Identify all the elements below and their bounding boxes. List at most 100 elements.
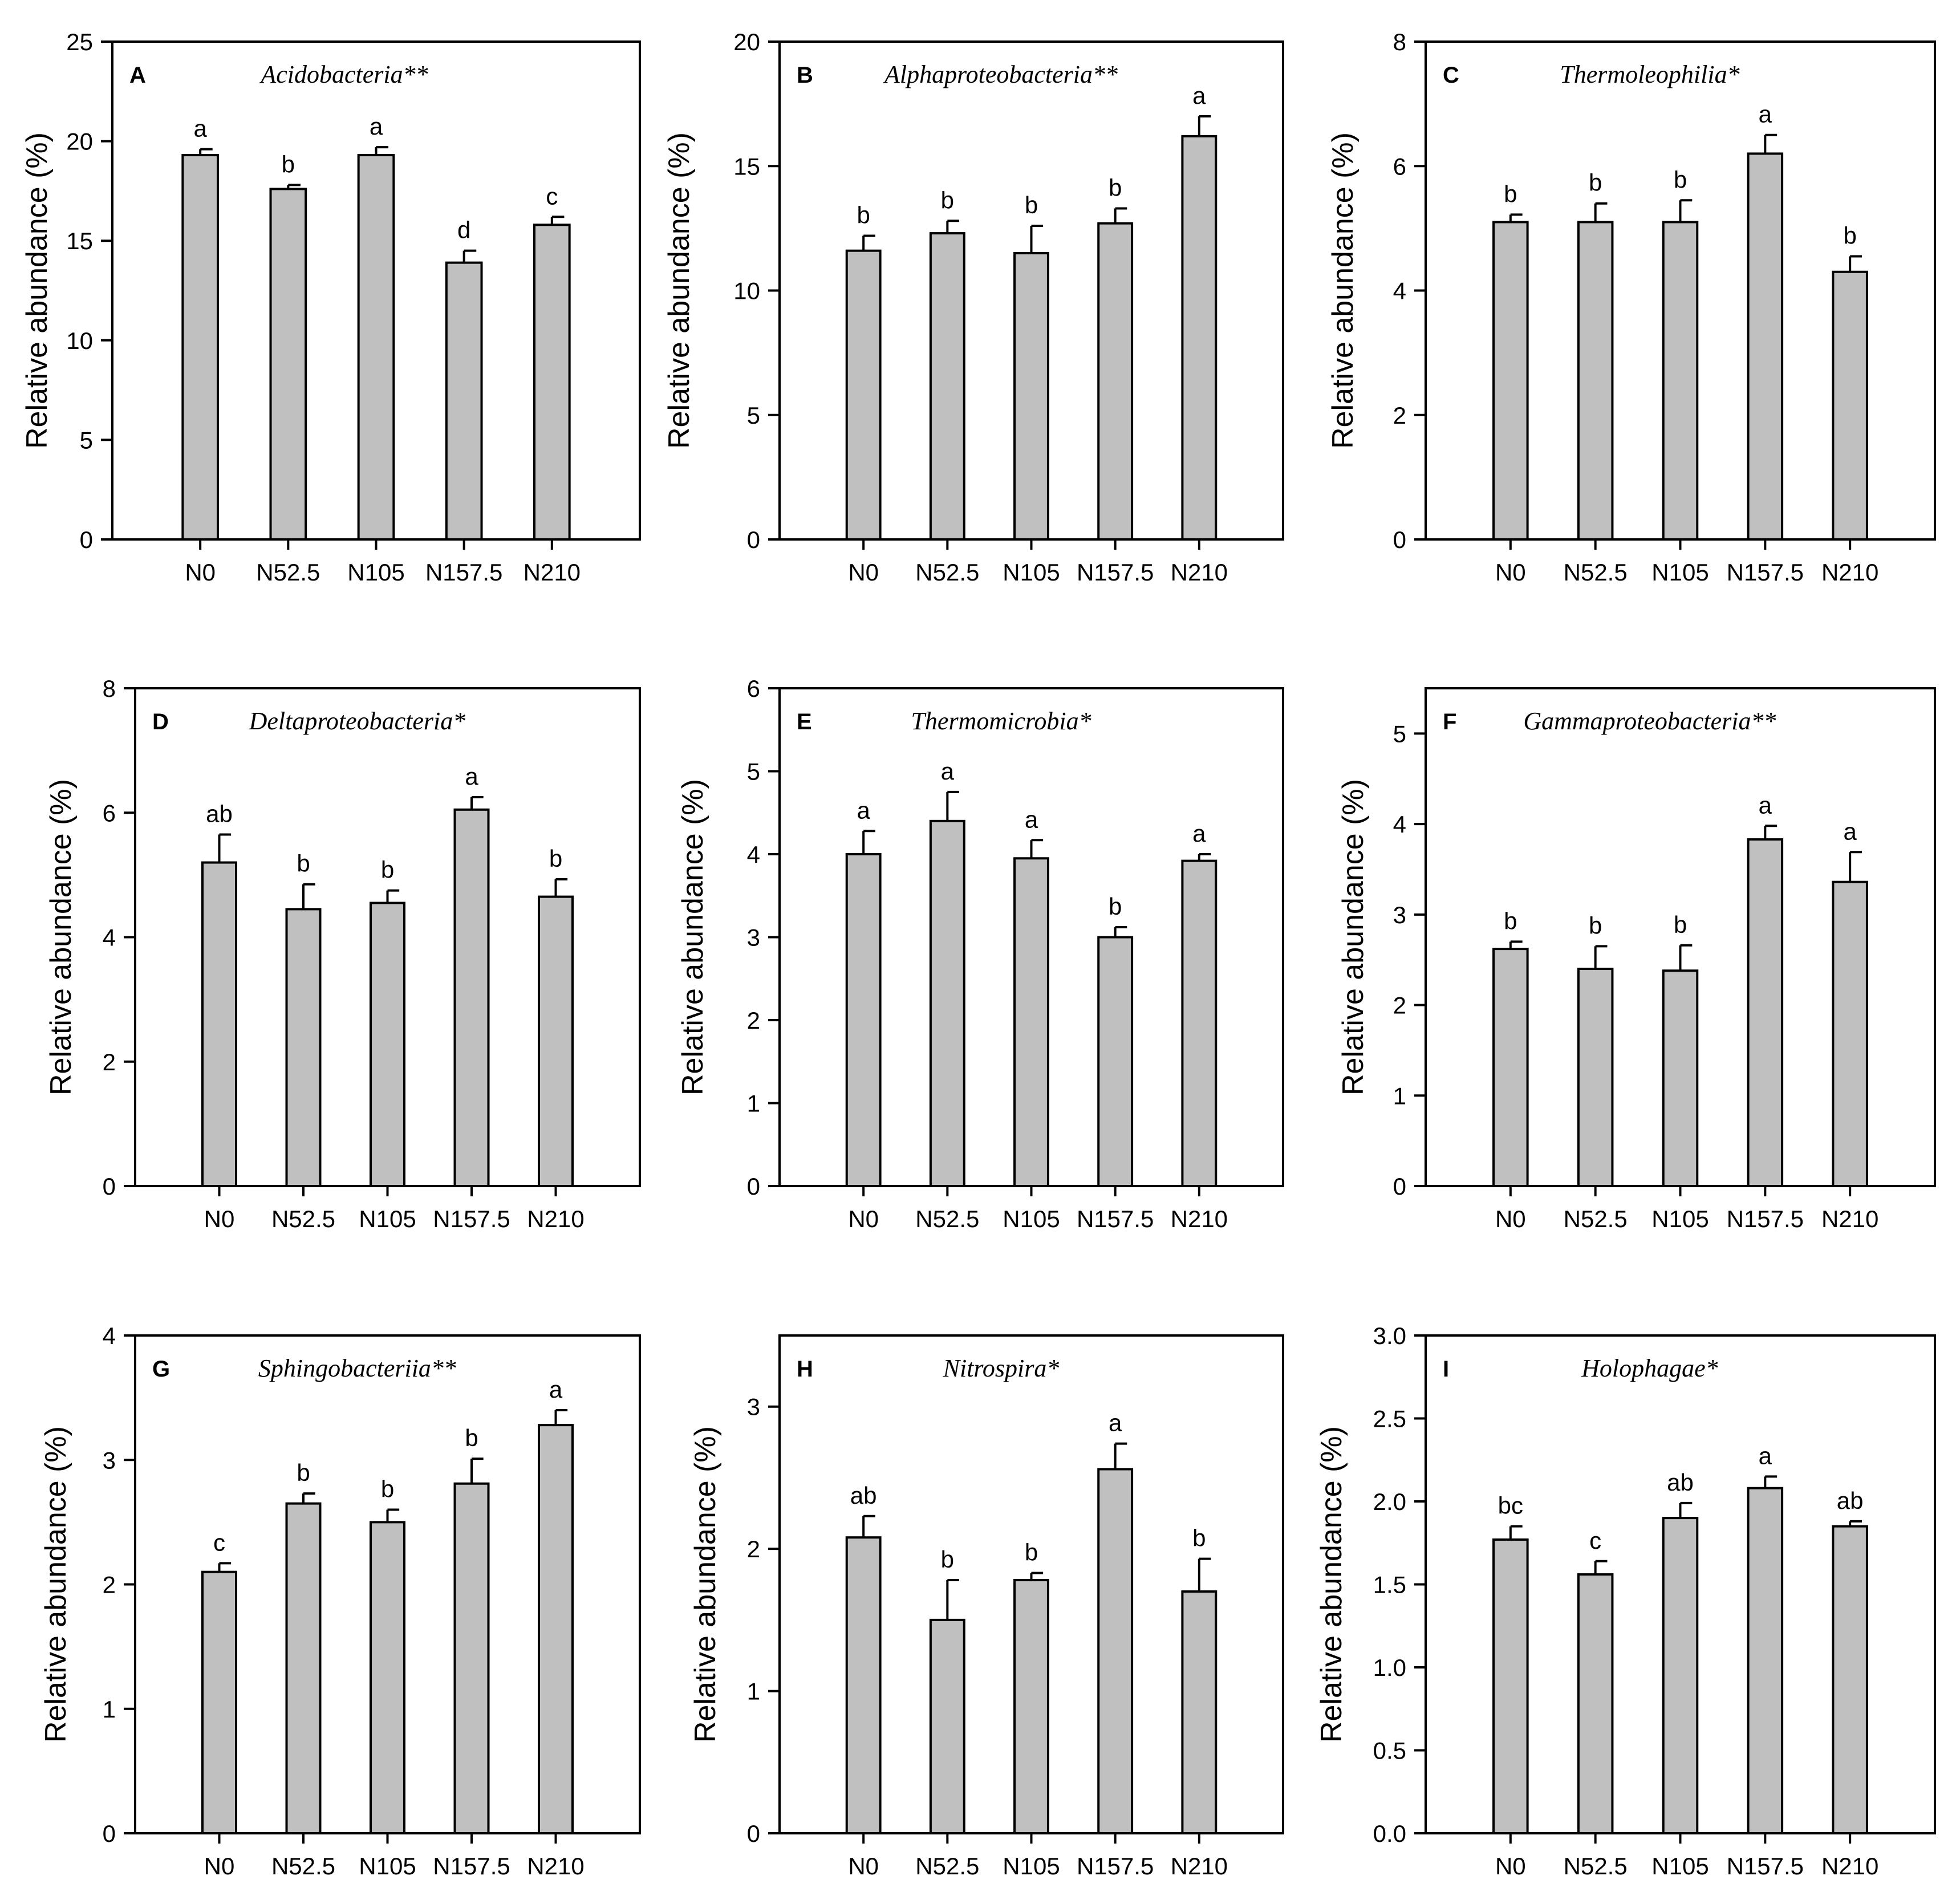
- x-tick-label: N210: [527, 1205, 584, 1232]
- bar-n0: [845, 1536, 882, 1834]
- bar-n105: [1662, 221, 1699, 541]
- bar-n157.5: [445, 261, 483, 541]
- y-axis-label: Relative abundance (%): [1337, 779, 1370, 1095]
- significance-letter: b: [1504, 180, 1517, 207]
- bar-n210: [1181, 859, 1218, 1187]
- y-tick-label: 2: [103, 1572, 116, 1598]
- y-tick-label: 1: [103, 1696, 116, 1723]
- significance-letter: b: [297, 850, 310, 877]
- significance-letter: b: [381, 856, 394, 883]
- y-tick-label: 5: [747, 402, 760, 429]
- bar-n157.5: [1747, 838, 1784, 1188]
- x-tick-label: N52.5: [1564, 559, 1628, 586]
- y-tick-label: 5: [1393, 720, 1406, 747]
- x-tick-label: N210: [524, 559, 581, 586]
- y-tick-label: 2: [1393, 992, 1406, 1019]
- bar-n210: [1181, 1590, 1218, 1834]
- y-axis-label: Relative abundance (%): [1326, 132, 1360, 449]
- x-tick-label: N210: [1821, 1853, 1878, 1879]
- bar-n0: [1492, 1538, 1529, 1834]
- x-tick-label: N105: [359, 1853, 416, 1879]
- significance-letter: b: [1192, 1525, 1206, 1552]
- panel-title: Nitrospira*: [943, 1354, 1060, 1382]
- significance-letter: b: [1843, 222, 1856, 249]
- panel-letter: C: [1443, 63, 1459, 88]
- x-tick-label: N52.5: [256, 559, 320, 586]
- y-tick-label: 2: [747, 1536, 760, 1562]
- bar-n157.5: [1747, 152, 1784, 541]
- bar-n52.5: [929, 1618, 965, 1835]
- bar-n52.5: [285, 1502, 322, 1834]
- bar-n52.5: [269, 188, 307, 541]
- bar-n210: [1832, 270, 1868, 541]
- x-tick-label: N52.5: [1564, 1205, 1628, 1232]
- y-tick-label: 2: [1393, 402, 1406, 429]
- y-tick-label: 1.0: [1373, 1654, 1406, 1681]
- bar-n210: [538, 1424, 574, 1834]
- bar-n52.5: [929, 232, 965, 541]
- significance-letter: b: [1025, 192, 1038, 218]
- x-tick-label: N210: [1171, 1853, 1228, 1879]
- bar-n157.5: [453, 808, 490, 1187]
- significance-letter: c: [1589, 1527, 1601, 1554]
- bar-n105: [370, 1521, 405, 1834]
- significance-letter: a: [1109, 1410, 1122, 1436]
- x-tick-label: N210: [1171, 1205, 1228, 1232]
- significance-letter: c: [213, 1529, 225, 1556]
- y-tick-label: 6: [747, 675, 760, 702]
- y-tick-label: 3: [1393, 902, 1406, 928]
- y-tick-label: 0: [747, 1173, 760, 1200]
- bar-n0: [845, 853, 882, 1187]
- bar-n0: [1492, 221, 1529, 541]
- x-tick-label: N0: [848, 1205, 879, 1232]
- panel-d: 0 2 4 6 8 Relative abundance (%) D Deltaproteob…: [44, 675, 641, 1232]
- bar-n0: [181, 154, 220, 541]
- bar-n52.5: [1577, 221, 1614, 541]
- panel-b: 0 5 10 15 20 Relative abundance (%) B Alphaprot…: [663, 29, 1284, 586]
- y-tick-label: 20: [733, 29, 760, 55]
- y-tick-label: 8: [103, 675, 116, 702]
- x-tick-label: N157.5: [1077, 1853, 1154, 1879]
- bar-n157.5: [1097, 1468, 1134, 1835]
- panel-i: 0.0 0.5 1.0 1.5 2.0 2.5 3.0 Relative abundance …: [1315, 1322, 1936, 1879]
- significance-letter: b: [1025, 1539, 1038, 1566]
- y-tick-label: 10: [66, 327, 93, 354]
- significance-letter: b: [1589, 912, 1602, 939]
- panel-title: Sphingobacteriia**: [258, 1354, 456, 1382]
- significance-letter: a: [1843, 818, 1857, 845]
- panel-letter: F: [1443, 709, 1456, 734]
- panel-f: 0 1 2 3 4 5 Relative abundance (%) F Gammaproteo…: [1337, 687, 1936, 1232]
- significance-letter: a: [857, 797, 870, 823]
- significance-letter: b: [1109, 174, 1122, 201]
- x-tick-label: N0: [848, 1853, 879, 1879]
- y-tick-label: 4: [1393, 811, 1406, 838]
- y-tick-label: 8: [1393, 29, 1406, 55]
- panel-title: Gammaproteobacteria**: [1523, 707, 1776, 735]
- significance-letter: a: [1192, 820, 1206, 847]
- x-tick-label: N157.5: [433, 1205, 510, 1232]
- significance-letter: ab: [1667, 1469, 1694, 1496]
- significance-letter: a: [1025, 806, 1038, 833]
- significance-letter: a: [370, 113, 383, 140]
- panel-g: 0 1 2 3 4 Relative abundance (%) G Sphingobacte…: [39, 1322, 641, 1879]
- bar-n210: [1832, 880, 1868, 1187]
- panel-e: 0 1 2 3 4 5 6 Relative abundance (%) E Thermomicr…: [676, 675, 1284, 1232]
- x-tick-label: N105: [1651, 559, 1709, 586]
- x-tick-label: N0: [204, 1853, 235, 1879]
- bar-n157.5: [1747, 1487, 1784, 1834]
- bar-n210: [538, 895, 574, 1187]
- x-tick-label: N157.5: [1077, 559, 1154, 586]
- panel-title: Alphaproteobacteria**: [883, 60, 1118, 88]
- x-tick-label: N105: [359, 1205, 416, 1232]
- bar-n105: [1013, 1579, 1049, 1834]
- y-tick-label: 1: [747, 1678, 760, 1705]
- y-tick-label: 3: [747, 1394, 760, 1420]
- y-tick-label: 2.0: [1373, 1488, 1406, 1515]
- significance-letter: b: [1504, 907, 1517, 934]
- panel-title: Acidobacteria**: [259, 60, 428, 88]
- significance-letter: ab: [850, 1482, 877, 1509]
- panel-letter: G: [152, 1357, 170, 1382]
- bar-n105: [370, 902, 405, 1187]
- y-tick-label: 0: [80, 526, 93, 553]
- x-tick-label: N0: [185, 559, 216, 586]
